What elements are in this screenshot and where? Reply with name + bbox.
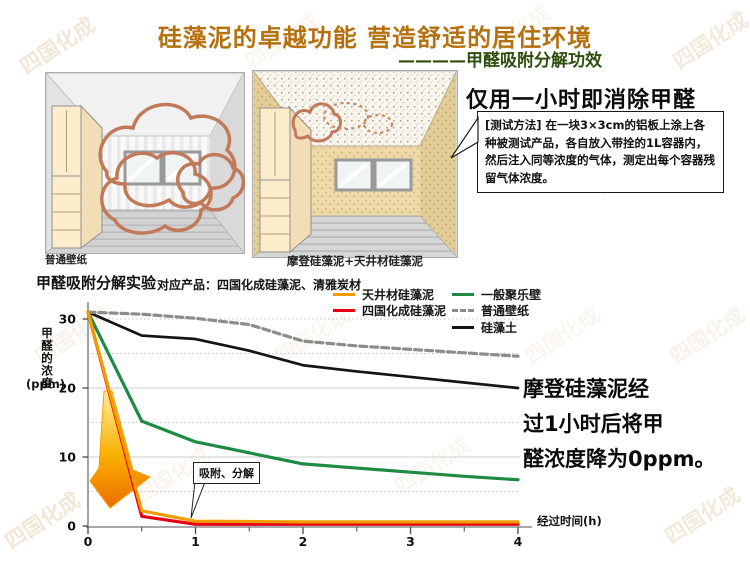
line-chart-canvas: 0 10 20 30 0 1 2 3 4 [59,302,532,549]
legend-label: 一般聚乐壁 [481,287,542,302]
svg-text:0: 0 [67,519,76,534]
svg-text:20: 20 [59,381,77,396]
legend-label: 硅藻土 [481,320,518,335]
legend-item: 普通壁纸 [452,303,541,320]
callout-pointer [450,116,479,159]
svg-text:0: 0 [84,534,93,549]
legend-swatch-orange [333,292,355,296]
svg-text:3: 3 [406,534,415,549]
watermark-text: 四国化成 [665,302,750,369]
svg-text:10: 10 [59,450,77,465]
formaldehyde-cloud-icon [98,102,245,235]
room-diatom-mud-illustration [252,70,458,258]
legend-label: 普通壁纸 [481,304,530,319]
chart-legend-col2: 一般聚乐壁 普通壁纸 硅藻土 [452,286,541,336]
legend-label: 四国化成硅藻泥 [362,304,447,319]
shrinking-formaldehyde-cloud-icon [291,101,394,143]
svg-text:30: 30 [59,312,77,327]
test-method-box: [测试方法] 在一块3×3cm的铝板上涂上各种被测试产品，各自放入带拴的1L容器… [477,111,724,193]
room-diatom-caption: 摩登硅藻泥+天井材硅藻泥 [286,254,424,268]
y-axis-unit: (ppm) [26,377,65,391]
page-title: 硅藻泥的卓越功能 营造舒适的居住环境 [157,24,593,52]
legend-item: 一般聚乐壁 [452,286,541,303]
window-right [373,158,413,192]
room-normal-caption: 普通壁纸 [45,254,87,266]
legend-swatch-green [452,292,474,296]
svg-text:4: 4 [514,534,523,549]
x-axis-label: 经过时间(h) [537,514,602,528]
legend-item: 天井材硅藻泥 [333,286,446,303]
chart-subtitle: 对应产品：四国化成硅藻泥、清雅炭材 [157,278,362,292]
legend-item: 四国化成硅藻泥 [333,303,446,320]
annotation-box: 吸附、分解 [193,462,260,484]
legend-swatch-black [452,325,474,329]
legend-item: 硅藻土 [452,319,541,336]
chart-title: 甲醛吸附分解实验 [36,274,157,292]
result-note: 摩登硅藻泥经 过1小时后将甲 醛浓度降为0ppm。 [523,377,716,471]
legend-swatch-gray-dashed [452,309,474,313]
annotation-pointer [190,481,206,519]
page-subtitle: ————甲醛吸附分解功效 [398,51,602,71]
window-left [334,158,374,192]
svg-text:2: 2 [299,534,308,549]
chart-legend-col1: 天井材硅藻泥 四国化成硅藻泥 [333,286,446,319]
wardrobe [259,106,312,254]
wardrobe [51,104,103,250]
y-axis-label: 甲醛的浓度 [40,327,54,390]
room-normal-wallpaper-illustration [45,72,245,254]
svg-text:1: 1 [191,534,200,549]
legend-swatch-red [333,309,355,313]
legend-label: 天井材硅藻泥 [362,287,435,302]
watermark-text: 四国化成 [660,482,745,549]
drop-arrow-icon [89,390,151,509]
headline: 仅用一小时即消除甲醛 [466,88,697,113]
